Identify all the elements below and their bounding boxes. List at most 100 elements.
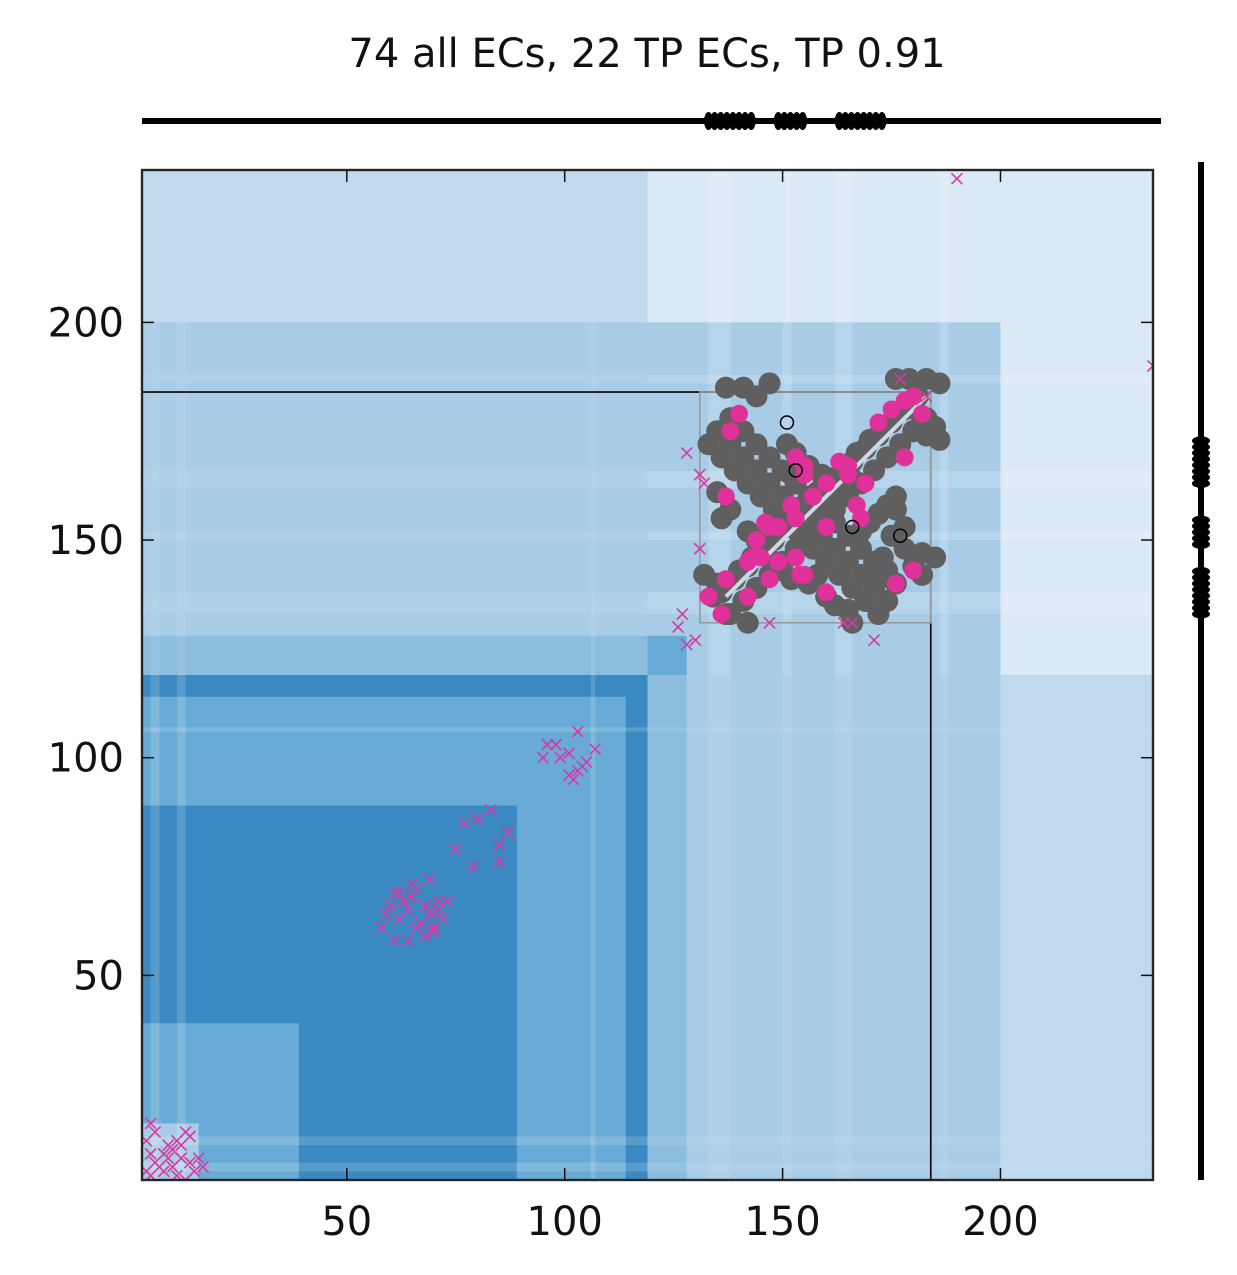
ec-cross — [676, 607, 689, 621]
ec-cross — [375, 921, 388, 934]
strand-marker — [877, 112, 887, 130]
ec-cross — [693, 542, 706, 555]
ec-point — [716, 487, 735, 506]
ec-cross — [458, 816, 471, 830]
x-tick-label: 50 — [321, 1199, 372, 1245]
ec-point — [791, 565, 810, 584]
ec-point — [895, 448, 914, 467]
heatmap-block — [142, 170, 648, 675]
ec-point — [817, 517, 836, 536]
ec-point — [804, 487, 823, 506]
y-tick-label: 100 — [48, 736, 124, 782]
reference-contact — [710, 507, 733, 530]
ec-crosses — [142, 172, 1153, 1180]
ec-point — [882, 400, 901, 419]
ec-cross — [920, 390, 933, 403]
ec-point — [886, 574, 905, 593]
ec-cross — [162, 1152, 175, 1165]
plot-area — [142, 170, 1153, 1180]
ec-cross — [388, 934, 401, 947]
ec-cross — [554, 751, 567, 764]
ec-point — [747, 531, 766, 550]
ec-cross — [397, 895, 410, 908]
heatmap-block — [647, 675, 1153, 1180]
ec-cross — [427, 925, 441, 938]
reference-contact — [880, 524, 903, 547]
ec-cross — [950, 172, 963, 185]
reference-contact — [902, 420, 925, 443]
reference-contact — [806, 563, 829, 586]
x-tick-label: 150 — [744, 1199, 820, 1245]
ec-cross — [576, 760, 589, 773]
reference-contact — [871, 546, 894, 569]
axes: 50 100 150 200 50 100 150 200 — [48, 168, 1155, 1245]
ec-point — [856, 474, 875, 493]
ec-point — [743, 548, 762, 567]
ec-cross — [144, 1117, 157, 1130]
ec-point — [838, 465, 857, 484]
reference-contact — [884, 485, 907, 508]
strand-marker — [1192, 436, 1210, 446]
ec-hollow-point — [893, 528, 908, 543]
ec-cross — [471, 812, 484, 825]
reference-contact — [928, 372, 951, 395]
strand-marker — [1192, 515, 1210, 525]
ec-cross — [467, 860, 480, 873]
ec-cross — [541, 738, 554, 751]
strand-marker — [1192, 566, 1210, 576]
y-tick-label: 200 — [48, 300, 124, 346]
ec-point — [769, 552, 788, 571]
ec-point — [913, 404, 932, 423]
ec-cross — [432, 895, 445, 908]
ec-cross — [484, 803, 497, 817]
ec-cross — [162, 1139, 175, 1152]
ec-point — [730, 404, 749, 423]
ec-hollow-point — [779, 415, 795, 430]
ec-cross — [406, 890, 419, 904]
ec-points — [699, 387, 932, 624]
ec-cross — [763, 616, 776, 629]
ec-point — [738, 587, 757, 606]
ec-cross — [698, 477, 711, 490]
x-tick-label: 200 — [962, 1199, 1038, 1245]
ec-cross — [894, 372, 907, 386]
reference-contact — [714, 376, 737, 399]
ec-cross — [501, 825, 515, 838]
reference-contact — [736, 611, 759, 634]
ec-cross — [571, 725, 584, 738]
ec-point — [904, 387, 923, 406]
ec-cross — [384, 899, 397, 912]
ec-point — [847, 496, 866, 515]
ec-cross — [379, 908, 393, 921]
reference-contact — [867, 568, 890, 591]
top-secondary-structure-track — [142, 112, 1161, 130]
ec-point — [869, 413, 888, 432]
ec-cross — [196, 1160, 210, 1174]
ec-cross — [393, 886, 406, 899]
ec-cross — [837, 616, 850, 629]
y-tick-label: 150 — [48, 518, 124, 564]
ec-cross — [406, 877, 419, 891]
ec-cross — [689, 634, 702, 647]
plot-frame — [140, 168, 1155, 1182]
ec-cross — [157, 1165, 170, 1178]
reference-contact — [897, 367, 920, 390]
ec-cross — [493, 838, 506, 851]
ec-cross — [401, 934, 414, 947]
ec-point — [712, 605, 731, 624]
ec-cross — [419, 899, 432, 912]
ec-cross — [449, 843, 462, 856]
ec-cross — [589, 742, 602, 756]
ec-point — [721, 422, 740, 441]
ec-cross — [846, 616, 859, 629]
ec-cross — [680, 638, 693, 651]
ec-cross — [1146, 359, 1153, 372]
ec-cross — [423, 873, 436, 886]
reference-contact — [758, 372, 781, 395]
ec-point — [795, 465, 814, 484]
ec-cross — [562, 747, 576, 760]
ec-cross — [567, 773, 580, 786]
ec-cross — [868, 634, 881, 647]
strand-marker — [746, 112, 756, 130]
reference-contact — [867, 603, 890, 626]
